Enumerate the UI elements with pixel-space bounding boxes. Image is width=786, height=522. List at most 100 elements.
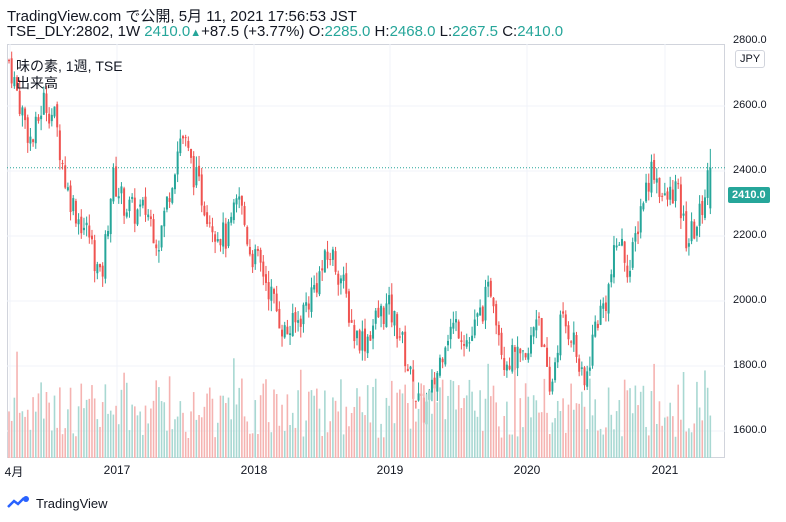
candle-body <box>484 286 487 321</box>
volume-bar <box>527 396 530 458</box>
volume-bar <box>578 403 580 458</box>
volume-bar <box>192 392 195 458</box>
candle-body <box>406 368 409 372</box>
volume-bar <box>441 379 444 458</box>
volume-bar <box>326 432 329 458</box>
volume-bar <box>556 400 559 458</box>
volume-bar <box>101 402 104 458</box>
candle-body <box>457 321 460 339</box>
volume-bar <box>433 384 436 458</box>
candle-body <box>120 186 123 194</box>
volume-bar <box>67 409 69 458</box>
candle-body <box>564 314 567 327</box>
candle-body <box>586 371 589 387</box>
volume-bar <box>61 434 64 458</box>
volume-bar <box>37 393 40 458</box>
candle-body <box>64 165 67 188</box>
candle-body <box>155 244 158 249</box>
candle-body <box>671 189 674 204</box>
volume-bar <box>492 385 495 458</box>
currency-button[interactable]: JPY <box>735 50 766 68</box>
volume-bar <box>674 436 677 458</box>
candle-body <box>10 58 13 84</box>
volume-bar <box>436 402 439 458</box>
candle-body <box>599 305 602 325</box>
volume-bar <box>449 379 452 458</box>
volume-bar <box>251 433 254 458</box>
volume-bar <box>208 387 211 458</box>
candle-body <box>610 274 613 283</box>
candle-body <box>291 313 294 337</box>
volume-bar <box>664 417 666 458</box>
candle-body <box>289 333 292 336</box>
volume-bar <box>447 395 449 458</box>
volume-bar <box>455 409 457 458</box>
candle-body <box>53 106 56 117</box>
volume-bar <box>112 414 115 458</box>
volume-bar <box>476 416 479 458</box>
candle-body <box>342 274 345 281</box>
volume-bar <box>487 363 489 458</box>
volume-bar <box>645 426 647 458</box>
candle-body <box>302 304 305 325</box>
volume-bar <box>615 411 618 458</box>
candle-body <box>663 193 666 196</box>
candle-body <box>476 313 479 317</box>
candle-body <box>267 282 270 300</box>
volume-bar <box>286 394 289 458</box>
candle-body <box>588 367 591 371</box>
candle-body <box>179 138 182 154</box>
chart-frame <box>7 44 725 458</box>
candle-body <box>529 335 532 354</box>
volume-bar <box>131 404 133 458</box>
candle-body <box>487 281 490 287</box>
volume-bar <box>350 412 353 458</box>
candle-body <box>329 259 332 261</box>
candle-body <box>655 178 658 183</box>
volume-bar <box>524 383 527 458</box>
candle-body <box>567 325 570 340</box>
candle-body <box>361 331 364 351</box>
volume-bar <box>310 390 313 458</box>
ohlc-line: TSE_DLY:2802, 1W 2410.0▲+87.5 (+3.77%) O… <box>7 23 563 40</box>
volume-bar <box>423 385 425 458</box>
volume-bar <box>345 406 348 458</box>
volume-bar <box>372 386 374 458</box>
volume-bar <box>562 398 564 458</box>
volume-bar <box>393 423 396 458</box>
volume-bar <box>254 400 257 458</box>
candle-body <box>551 381 554 392</box>
candle-body <box>703 197 706 218</box>
volume-bar <box>134 406 136 458</box>
volume-bar <box>206 393 208 458</box>
candle-body <box>283 325 286 338</box>
tradingview-logo[interactable]: TradingView <box>6 495 108 511</box>
volume-bar <box>570 383 572 458</box>
volume-bar <box>115 405 117 458</box>
candle-body <box>430 379 433 393</box>
candle-body <box>307 303 310 310</box>
candle-body <box>61 163 64 165</box>
price-chart[interactable] <box>7 44 725 458</box>
volume-bar <box>618 400 621 458</box>
volume-bar <box>72 433 75 458</box>
candle-body <box>687 243 690 247</box>
volume-bar <box>634 385 637 458</box>
volume-legend: 出来高 <box>16 75 58 91</box>
candle-body <box>337 273 340 285</box>
volume-bar <box>321 435 323 458</box>
volume-bar <box>396 392 398 458</box>
volume-bar <box>316 388 318 458</box>
volume-bar <box>324 390 326 458</box>
volume-bar <box>144 405 147 458</box>
volume-bar <box>530 417 532 458</box>
volume-bar <box>297 390 299 458</box>
candle-body <box>631 242 634 268</box>
volume-bar <box>508 434 511 458</box>
candle-body <box>572 332 575 345</box>
candle-body <box>414 400 417 402</box>
volume-bar <box>473 410 476 458</box>
volume-bar <box>417 408 420 458</box>
candle-body <box>674 181 677 202</box>
volume-bar <box>302 436 305 458</box>
